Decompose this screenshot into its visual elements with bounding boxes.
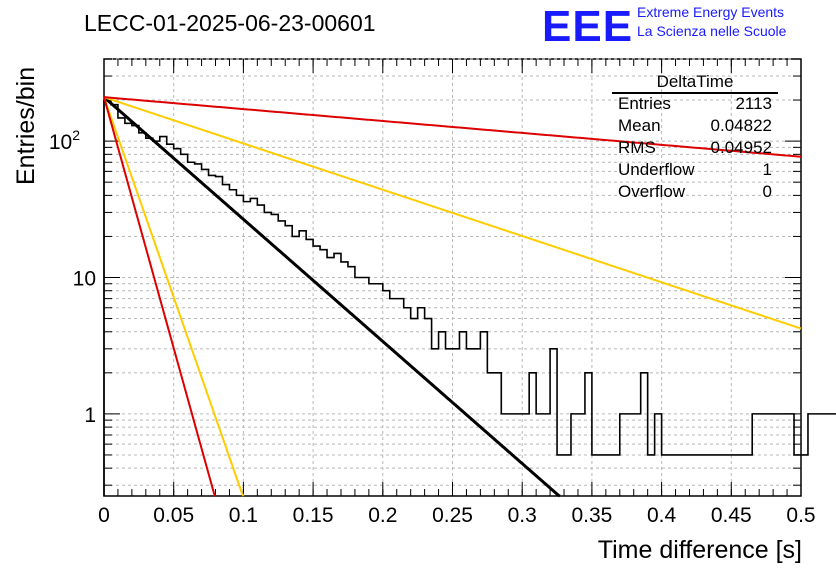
fit-curve: [103, 96, 802, 330]
x-tick-label: 0.15: [293, 504, 334, 527]
y-tick-label: 102: [49, 127, 80, 154]
x-tick-label: 0.4: [647, 504, 677, 527]
logo-line-2: La Scienza nelle Scuole: [637, 23, 787, 39]
fit-curve: [103, 96, 561, 498]
logo-line-1: Extreme Energy Events: [637, 4, 785, 20]
fit-curve: [103, 96, 802, 158]
stat-label: Overflow: [618, 182, 686, 201]
y-tick-exponent: 2: [72, 127, 80, 143]
x-tick-label: 0: [98, 504, 110, 527]
histogram-step-line: [103, 99, 836, 496]
y-tick-label: 1: [84, 404, 96, 427]
x-tick-label: 0.35: [571, 504, 612, 527]
stat-label: Underflow: [618, 160, 695, 179]
stat-value: 0.04952: [710, 138, 772, 157]
fit-curve: [103, 96, 217, 497]
x-tick-label: 0.05: [153, 504, 194, 527]
fit-curve: [103, 96, 245, 497]
x-tick-label: 0.45: [711, 504, 752, 527]
fit-curves: [103, 96, 802, 498]
x-tick-label: 0.25: [432, 504, 473, 527]
stats-box: DeltaTime Entries 2113 Mean 0.04822 RMS …: [612, 72, 778, 206]
stat-value: 0: [762, 182, 772, 201]
y-axis-label-text: Entries/bin: [12, 67, 40, 185]
x-tick-label: 0.1: [229, 504, 258, 527]
chart-title: LECC-01-2025-06-23-00601: [84, 10, 376, 36]
y-tick-label: 10: [73, 268, 96, 291]
stat-label: Entries: [618, 94, 671, 113]
y-axis-label: Entries/bin: [12, 67, 40, 185]
x-axis-label: Time difference [s]: [597, 536, 802, 564]
x-tick-label: 0.2: [368, 504, 397, 527]
stat-label: RMS: [618, 138, 656, 157]
stat-label: Mean: [618, 116, 661, 135]
stat-value: 1: [762, 160, 772, 179]
x-tick-label: 0.5: [786, 504, 815, 527]
axis-ticks: [103, 58, 802, 496]
x-tick-label: 0.3: [508, 504, 537, 527]
histogram: [103, 99, 836, 496]
tick-labels: 0 0.05 0.1 0.15 0.2 0.25 0.3 0.35 0.4 0.45 0.51101…: [49, 127, 816, 527]
stat-value: 2113: [735, 94, 772, 113]
eee-logo: EEE: [542, 2, 634, 51]
stats-title: DeltaTime: [612, 72, 778, 94]
stat-value: 0.04822: [710, 116, 772, 135]
